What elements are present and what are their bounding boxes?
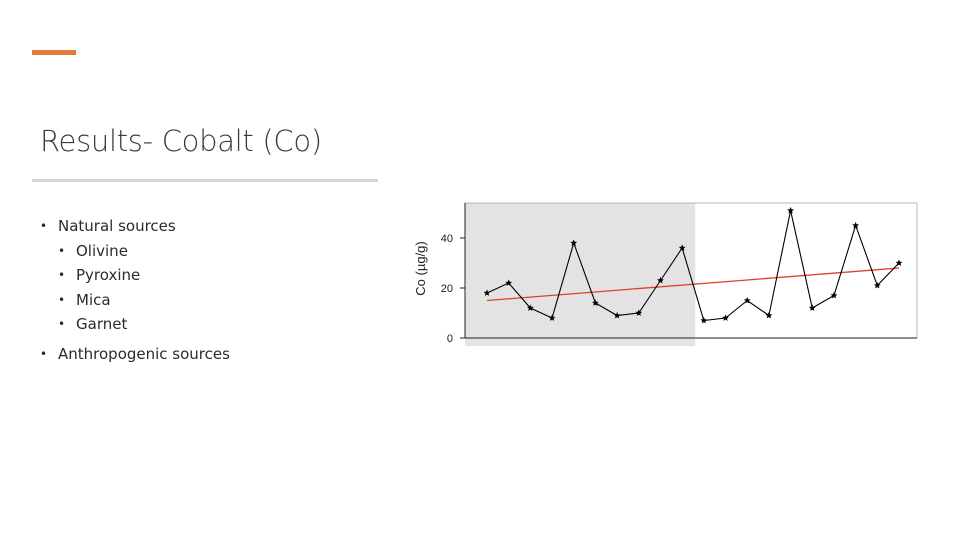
data-point — [483, 289, 491, 296]
bullet-olivine: Olivine — [58, 239, 230, 264]
data-point — [526, 304, 534, 311]
data-point — [895, 259, 903, 266]
data-point — [613, 311, 621, 319]
slide-title: Results- Cobalt (Co) — [40, 124, 322, 158]
bullet-list: Natural sources Olivine Pyroxine Mica Ga… — [40, 214, 230, 366]
data-point — [743, 296, 751, 304]
data-point — [873, 281, 881, 289]
accent-bar — [32, 50, 76, 55]
bullet-garnet: Garnet — [58, 312, 230, 337]
data-point — [592, 299, 599, 306]
data-point — [635, 309, 643, 316]
cobalt-chart: Co (µg/g) 0 20 40 — [413, 202, 918, 346]
y-tick-label: 0 — [447, 333, 453, 345]
bullet-natural-sources: Natural sources — [40, 214, 230, 239]
data-point — [548, 314, 556, 321]
y-tick-label: 40 — [441, 233, 453, 245]
bullet-anthropogenic-sources: Anthropogenic sources — [40, 342, 230, 367]
bullet-pyroxine: Pyroxine — [58, 263, 230, 288]
bullet-mica: Mica — [58, 288, 230, 313]
y-tick-label: 20 — [441, 283, 453, 295]
data-point — [830, 291, 838, 299]
shaded-region — [465, 203, 696, 346]
data-point — [808, 304, 816, 311]
data-point — [700, 316, 708, 324]
data-point — [678, 244, 686, 251]
y-axis-label: Co (µg/g) — [413, 241, 428, 295]
data-point — [852, 221, 860, 229]
data-point — [787, 206, 794, 214]
series-line — [486, 210, 900, 322]
data-point — [657, 276, 664, 284]
data-point — [570, 239, 578, 246]
data-point — [765, 311, 773, 319]
data-point — [722, 314, 729, 321]
title-divider — [32, 179, 378, 182]
data-point — [505, 279, 513, 286]
